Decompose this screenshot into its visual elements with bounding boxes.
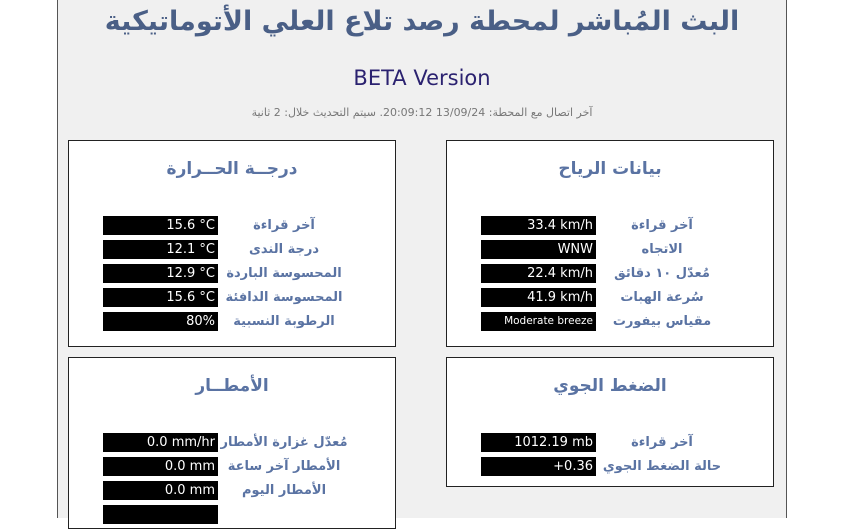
value: 12.1 °C xyxy=(103,240,218,259)
rain-panel: الأمطــار 0.0 mm/hr مُعدّل غزارة الأمطار … xyxy=(68,357,396,529)
data-row: 12.1 °C درجة الندى xyxy=(69,240,395,260)
connection-status: آخر اتصال مع المحطة: 13/09/24 20:09:12. … xyxy=(251,106,593,119)
beta-label: BETA Version xyxy=(353,66,491,90)
panel-title: درجــة الحــرارة xyxy=(166,159,298,179)
data-row: 0.0 mm/hr مُعدّل غزارة الأمطار xyxy=(69,433,395,453)
data-row: 15.6 °C آخر قراءة xyxy=(69,216,395,236)
value: 15.6 °C xyxy=(103,288,218,307)
value: 1012.19 mb xyxy=(481,433,596,452)
value: WNW xyxy=(481,240,596,259)
value: Moderate breeze xyxy=(481,312,596,331)
value: 0.0 mm/hr xyxy=(103,433,218,452)
pressure-panel: الضغط الجوي 1012.19 mb آخر قراءة +0.36 حال… xyxy=(446,357,774,487)
value: 22.4 km/h xyxy=(481,264,596,283)
data-row: 12.9 °C المحسوسة الباردة xyxy=(69,264,395,284)
page-title: البث المُباشر لمحطة رصد تلاع العلي الأتو… xyxy=(104,6,740,37)
panel-title: بيانات الرياح xyxy=(558,159,662,179)
label: الأمطار آخر ساعة xyxy=(227,459,341,474)
data-row: Moderate breeze مقياس بيفورت xyxy=(447,312,773,332)
data-row: 0.0 mm الأمطار آخر ساعة xyxy=(69,457,395,477)
value: 15.6 °C xyxy=(103,216,218,235)
value: 0.0 mm xyxy=(103,457,218,476)
value: 80% xyxy=(103,312,218,331)
value xyxy=(103,505,218,524)
label: الاتجاه xyxy=(641,242,683,257)
data-row: WNW الاتجاه xyxy=(447,240,773,260)
label: المحسوسة الباردة xyxy=(226,266,342,281)
label: آخر قراءة xyxy=(631,435,693,450)
value: 12.9 °C xyxy=(103,264,218,283)
label: درجة الندى xyxy=(248,242,319,257)
panel-title: الأمطــار xyxy=(195,376,269,396)
label: المحسوسة الدافئة xyxy=(225,290,343,305)
label: مُعدّل غزارة الأمطار xyxy=(220,435,348,450)
label: حالة الضغط الجوي xyxy=(602,459,722,474)
data-row: +0.36 حالة الضغط الجوي xyxy=(447,457,773,477)
data-row: 0.0 mm الأمطار اليوم xyxy=(69,481,395,501)
label: سُرعة الهبات xyxy=(620,290,704,305)
data-row: 1012.19 mb آخر قراءة xyxy=(447,433,773,453)
temperature-panel: درجــة الحــرارة 15.6 °C آخر قراءة 12.1 °… xyxy=(68,140,396,347)
panel-title: الضغط الجوي xyxy=(553,376,667,396)
label: مُعدّل ١٠ دقائق xyxy=(614,266,710,281)
label: آخر قراءة xyxy=(631,218,693,233)
value: 41.9 km/h xyxy=(481,288,596,307)
data-row: 15.6 °C المحسوسة الدافئة xyxy=(69,288,395,308)
data-row: 33.4 km/h آخر قراءة xyxy=(447,216,773,236)
label: الرطوبة النسبية xyxy=(233,314,335,329)
label: آخر قراءة xyxy=(253,218,315,233)
value: 33.4 km/h xyxy=(481,216,596,235)
data-row xyxy=(69,505,395,525)
data-row: 41.9 km/h سُرعة الهبات xyxy=(447,288,773,308)
data-row: 22.4 km/h مُعدّل ١٠ دقائق xyxy=(447,264,773,284)
value: +0.36 xyxy=(481,457,596,476)
label: الأمطار اليوم xyxy=(241,483,327,498)
wind-panel: بيانات الرياح 33.4 km/h آخر قراءة WNW الات… xyxy=(446,140,774,347)
value: 0.0 mm xyxy=(103,481,218,500)
data-row: 80% الرطوبة النسبية xyxy=(69,312,395,332)
label: مقياس بيفورت xyxy=(612,314,712,329)
